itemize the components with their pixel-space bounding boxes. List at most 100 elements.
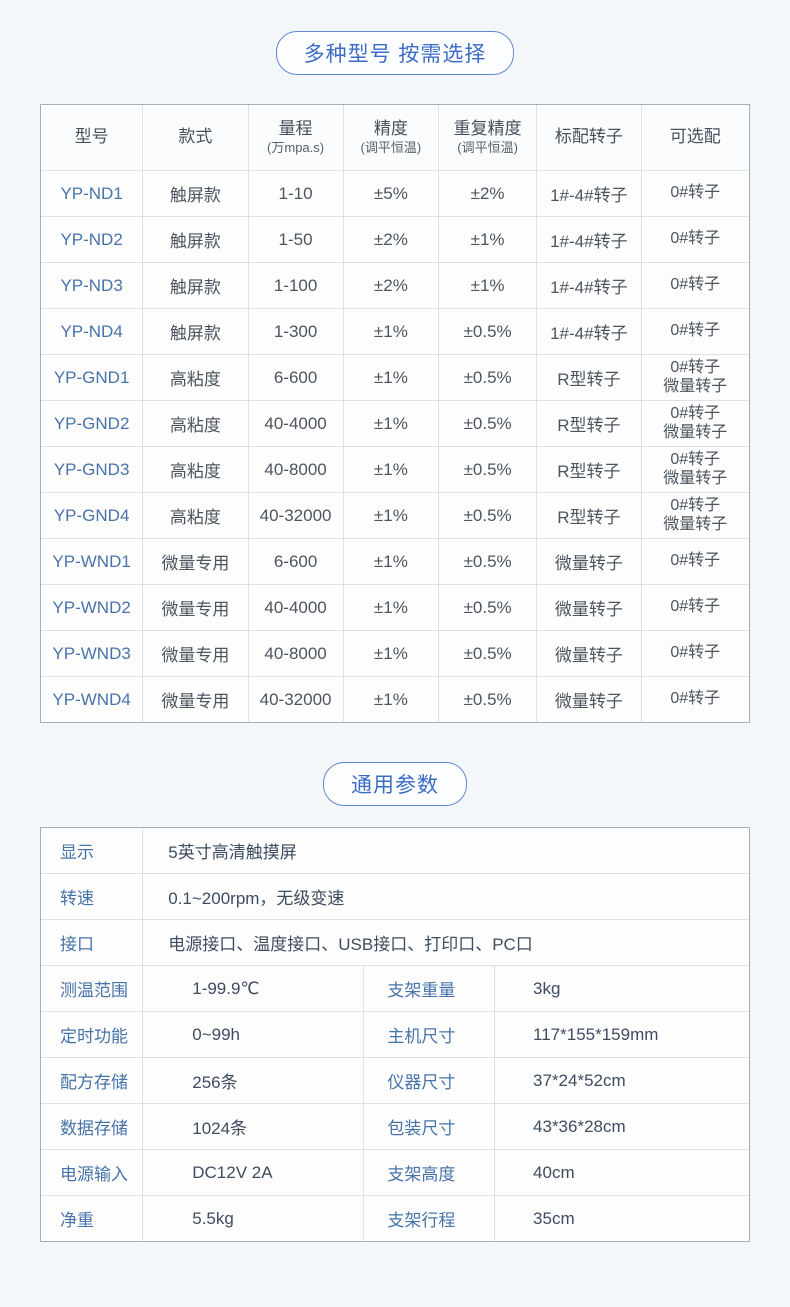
repeat-accuracy-cell: ±0.5% (438, 354, 538, 401)
param-value-cell: 37*24*52cm (494, 1057, 749, 1104)
param-label-cell: 主机尺寸 (363, 1011, 496, 1058)
style-column-header: 款式 (142, 105, 249, 171)
optional-rotor-cell: 0#转子 微量转子 (641, 354, 749, 401)
optional-rotor-column-label: 可选配 (669, 127, 721, 147)
params-table-row: 净重 5.5kg 支架行程 35cm (41, 1195, 749, 1241)
models-table-row: YP-ND2 触屏款 1-50 ±2% ±1% 1#-4#转子 0#转子 (41, 216, 749, 263)
style-cell: 触屏款 (142, 308, 249, 355)
accuracy-cell: ±1% (343, 584, 440, 631)
param-label-cell: 支架高度 (363, 1149, 496, 1196)
param-label-cell: 电源输入 (41, 1149, 144, 1196)
range-cell: 1-10 (248, 170, 344, 217)
range-cell: 40-32000 (248, 492, 344, 539)
style-cell: 触屏款 (142, 216, 249, 263)
range-cell: 1-50 (248, 216, 344, 263)
optional-rotor-cell: 0#转子 (670, 690, 721, 708)
param-value-cell: 256条 (142, 1057, 365, 1104)
standard-rotor-cell: 微量转子 (536, 676, 642, 722)
param-label-cell: 显示 (41, 828, 144, 874)
optional-rotor-cell: 0#转子 微量转子 (641, 492, 749, 539)
optional-rotor-cell: 0#转子 (641, 538, 749, 585)
model-name-cell: YP-GND1 (41, 354, 144, 401)
model-name-cell: YP-ND1 (41, 170, 144, 217)
params-table-row: 数据存储 1024条 包装尺寸 43*36*28cm (41, 1103, 749, 1150)
model-name-cell: YP-ND4 (41, 308, 144, 355)
repeat-accuracy-cell: ±0.5% (438, 400, 538, 447)
params-table-row: 定时功能 0~99h 主机尺寸 117*155*159mm (41, 1011, 749, 1058)
accuracy-cell: ±1% (343, 538, 440, 585)
param-value-cell: 117*155*159mm (494, 1011, 749, 1058)
param-label-cell: 测温范围 (41, 965, 144, 1012)
product-spec-page: { "colors": { "page_bg": "#f4f7fa", "acc… (0, 31, 790, 1307)
range-cell: 6-600 (248, 354, 344, 401)
model-name-cell: YP-WND1 (41, 538, 144, 585)
optional-rotor-cell: 0#转子 (641, 216, 749, 263)
models-table-row: YP-WND3 微量专用 40-8000 ±1% ±0.5% 微量转子 0#转子 (41, 630, 749, 677)
repeat-accuracy-column-sublabel: (调平恒温) (457, 139, 518, 155)
optional-rotor-cell: 0#转子 (641, 584, 749, 631)
param-label-cell: 包装尺寸 (363, 1103, 496, 1150)
style-cell: 微量专用 (142, 630, 249, 677)
models-section-title-pill: 多种型号 按需选择 (275, 31, 515, 75)
standard-rotor-cell: 1#-4#转子 (536, 262, 642, 309)
accuracy-cell: ±1% (343, 354, 440, 401)
models-table-wrap: 型号 款式 量程 (万mpa.s) 精度 (调平恒温) 重复精度 (调平恒温) 标配转子 可选配 … (40, 104, 750, 723)
accuracy-cell: ±1% (343, 630, 440, 677)
param-value-cell: 35cm (533, 1208, 575, 1228)
param-label-cell: 净重 (41, 1195, 144, 1241)
param-value-cell: 5英寸高清触摸屏 (142, 828, 749, 874)
repeat-accuracy-cell: ±2% (438, 170, 538, 217)
models-table-row: YP-GND2 高粘度 40-4000 ±1% ±0.5% R型转子 0#转子 微量转子 (41, 400, 749, 447)
params-table-row: 转速 0.1~200rpm，无级变速 (41, 873, 749, 920)
optional-rotor-cell: 0#转子 微量转子 (641, 400, 749, 447)
range-cell: 40-32000 (248, 676, 344, 722)
range-cell: 40-8000 (248, 630, 344, 677)
params-table-row: 测温范围 1-99.9℃ 支架重量 3kg (41, 965, 749, 1012)
standard-rotor-cell: 1#-4#转子 (536, 170, 642, 217)
repeat-accuracy-cell: ±0.5% (438, 446, 538, 493)
range-cell: 40-4000 (248, 400, 344, 447)
model-name-cell: YP-WND4 (41, 676, 144, 722)
param-value-cell: 0.1~200rpm，无级变速 (142, 873, 749, 920)
params-table-wrap: 显示 5英寸高清触摸屏 转速 0.1~200rpm，无级变速 接口 电源接口、温度接口、U… (40, 827, 750, 1242)
repeat-accuracy-cell: ±1% (438, 262, 538, 309)
optional-rotor-cell: 0#转子 (641, 170, 749, 217)
repeat-accuracy-column-header: 重复精度 (调平恒温) (438, 105, 538, 171)
optional-rotor-cell: 0#转子 (641, 262, 749, 309)
accuracy-column-sublabel: (调平恒温) (360, 139, 422, 155)
repeat-accuracy-cell: ±0.5% (438, 630, 538, 677)
models-table-head: 型号 款式 量程 (万mpa.s) 精度 (调平恒温) 重复精度 (调平恒温) 标配转子 可选配 (41, 105, 749, 171)
accuracy-cell: ±5% (343, 170, 440, 217)
param-value-cell: 3kg (494, 965, 749, 1012)
accuracy-cell: ±1% (343, 446, 440, 493)
style-cell: 微量专用 (142, 676, 249, 722)
param-value-cell: 5.5kg (142, 1195, 365, 1241)
params-section-title: 通用参数 (351, 774, 439, 797)
repeat-accuracy-cell: ±0.5% (438, 538, 538, 585)
models-table-row: YP-WND4 微量专用 40-32000 ±1% ±0.5% 微量转子 0#转子 (41, 676, 749, 722)
range-cell: 40-8000 (248, 446, 344, 493)
models-table-row: YP-ND3 触屏款 1-100 ±2% ±1% 1#-4#转子 0#转子 (41, 262, 749, 309)
params-table-body: 显示 5英寸高清触摸屏 转速 0.1~200rpm，无级变速 接口 电源接口、温度接口、U… (41, 828, 749, 1241)
style-column-label: 款式 (178, 127, 213, 147)
optional-rotor-cell: 0#转子 (641, 308, 749, 355)
optional-rotor-cell: 0#转子 (641, 630, 749, 677)
model-name-cell: YP-GND2 (41, 400, 144, 447)
param-label-cell: 定时功能 (41, 1011, 144, 1058)
param-label-cell: 支架重量 (363, 965, 496, 1012)
repeat-accuracy-cell: ±0.5% (438, 308, 538, 355)
accuracy-column-header: 精度 (调平恒温) (343, 105, 440, 171)
models-table-row: YP-WND2 微量专用 40-4000 ±1% ±0.5% 微量转子 0#转子 (41, 584, 749, 631)
param-label-cell: 配方存储 (41, 1057, 144, 1104)
accuracy-cell: ±1% (343, 308, 440, 355)
models-table-row: YP-GND4 高粘度 40-32000 ±1% ±0.5% R型转子 0#转子 微量转子 (41, 492, 749, 539)
model-name-cell: YP-ND3 (41, 262, 144, 309)
style-cell: 高粘度 (142, 492, 249, 539)
model-name-cell: YP-GND3 (41, 446, 144, 493)
standard-rotor-cell: 微量转子 (536, 584, 642, 631)
param-label-cell: 接口 (41, 919, 144, 966)
models-table-row: YP-ND1 触屏款 1-10 ±5% ±2% 1#-4#转子 0#转子 (41, 170, 749, 217)
range-cell: 1-100 (248, 262, 344, 309)
style-cell: 微量专用 (142, 538, 249, 585)
range-column-sublabel: (万mpa.s) (267, 139, 325, 155)
